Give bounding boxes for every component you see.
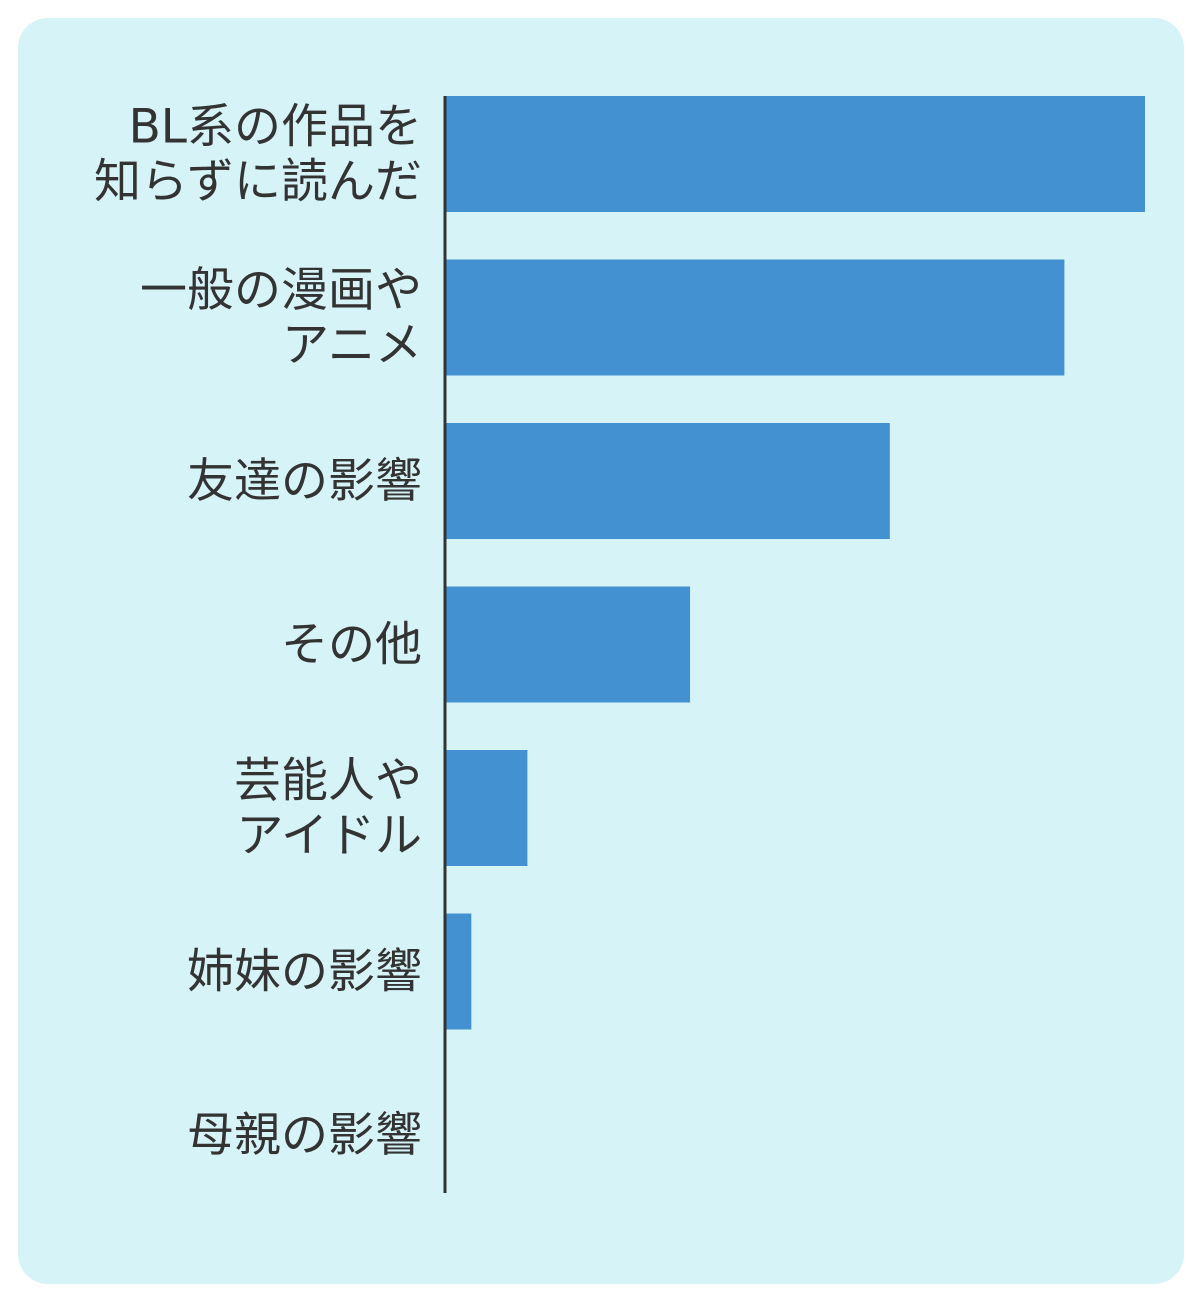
category-labels: BL系の作品を知らずに読んだ一般の漫画やアニメ友達の影響その他芸能人やアイドル姉…	[94, 100, 422, 1164]
category-label-2: 友達の影響	[187, 454, 422, 509]
bar-5	[444, 913, 472, 1030]
category-label-line: アイドル	[236, 809, 422, 864]
category-label-line: 母親の影響	[187, 1108, 422, 1163]
category-label-line: その他	[281, 618, 422, 673]
category-label-1: 一般の漫画やアニメ	[140, 263, 422, 373]
bars-layer	[444, 96, 1145, 1030]
bar-3	[444, 586, 691, 703]
bar-4	[444, 750, 528, 866]
bar-2	[444, 423, 890, 539]
category-label-line: 知らずに読んだ	[94, 155, 422, 210]
category-label-4: 芸能人やアイドル	[234, 754, 422, 864]
bar-1	[444, 259, 1065, 376]
category-label-6: 母親の影響	[187, 1108, 422, 1163]
category-label-3: その他	[281, 618, 422, 673]
bar-0	[444, 96, 1145, 212]
category-label-line: 友達の影響	[187, 454, 422, 509]
category-label-line: アニメ	[282, 318, 422, 373]
category-label-0: BL系の作品を知らずに読んだ	[94, 100, 422, 210]
category-label-line: 姉妹の影響	[187, 945, 422, 1000]
category-label-line: BL系の作品を	[129, 100, 422, 155]
category-label-line: 一般の漫画や	[140, 263, 422, 318]
category-label-line: 芸能人や	[234, 754, 422, 809]
category-label-5: 姉妹の影響	[187, 945, 422, 1000]
